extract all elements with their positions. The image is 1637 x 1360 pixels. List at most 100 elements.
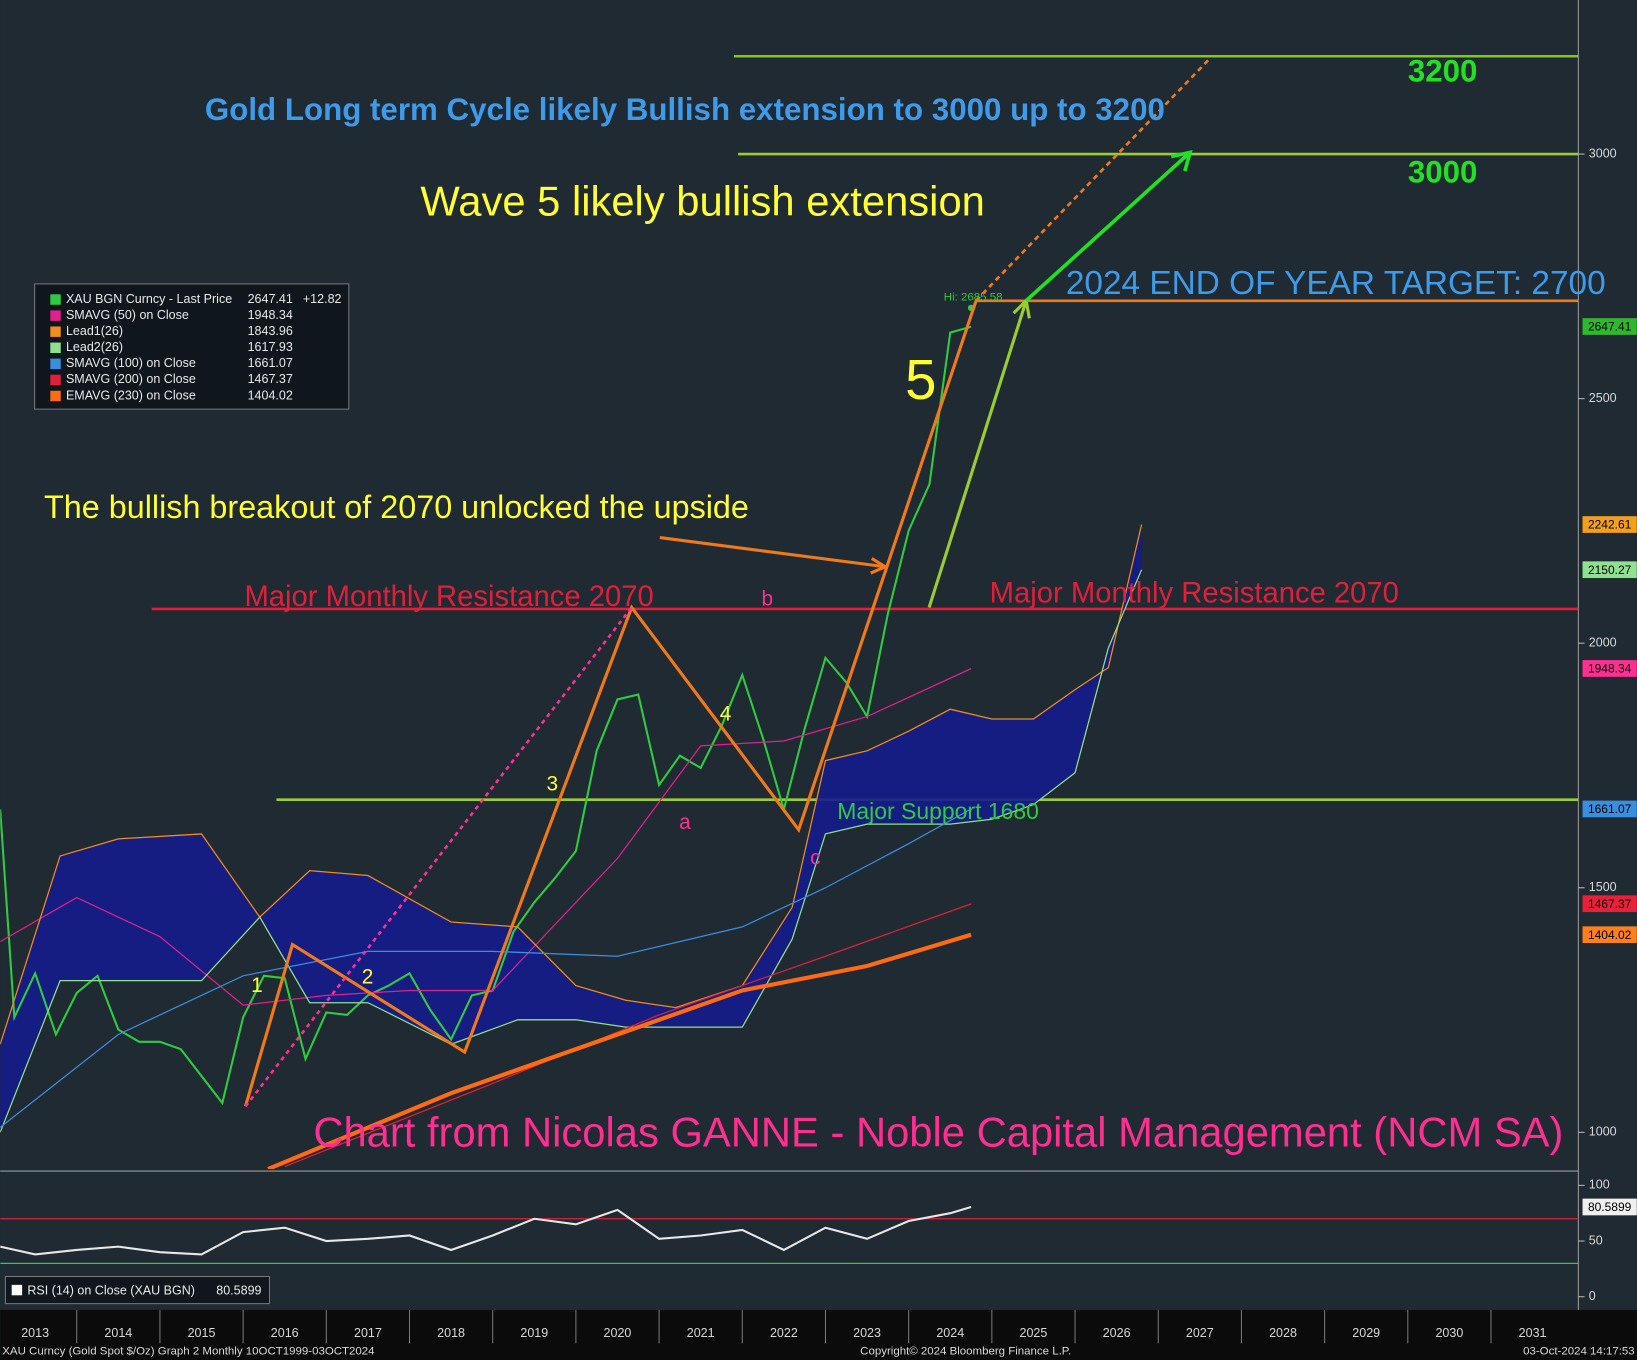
series-line [0, 808, 972, 1128]
annotation: Major Monthly Resistance 2070 [990, 578, 1399, 610]
x-tick-label: 2015 [188, 1326, 216, 1340]
chart-title: Gold Long term Cycle likely Bullish exte… [205, 92, 1165, 127]
wave-label: 3 [547, 772, 559, 795]
legend-label: SMAVG (200) on Close [66, 372, 196, 386]
legend-swatch [50, 310, 61, 321]
footer-center: Copyright© 2024 Bloomberg Finance L.P. [860, 1346, 1071, 1358]
price-tag-label: 1661.07 [1588, 802, 1632, 816]
x-tick-label: 2030 [1435, 1326, 1463, 1340]
legend-value: 1843.96 [248, 324, 293, 338]
wave-label: 4 [720, 702, 732, 725]
annotation: Chart from Nicolas GANNE - Noble Capital… [313, 1109, 1563, 1156]
wave-label: a [679, 811, 691, 834]
y-tick-label: 1500 [1589, 880, 1617, 894]
series-line [0, 325, 972, 1106]
y-tick-label: 3000 [1589, 146, 1617, 160]
legend-value: 1467.37 [248, 372, 293, 386]
price-tag-label: 1467.37 [1588, 897, 1632, 911]
y-tick-label: 1000 [1589, 1125, 1617, 1139]
wave-label: 5 [905, 348, 936, 411]
series-line [0, 569, 1143, 1133]
legend-swatch [50, 294, 61, 305]
pointer-arrow [659, 535, 886, 569]
x-tick-label: 2013 [21, 1326, 49, 1340]
y-tick-label: 100 [1589, 1178, 1610, 1192]
legend-box [34, 283, 350, 410]
x-tick-label: 2016 [271, 1326, 299, 1340]
wave-label: 1 [251, 974, 263, 997]
x-tick-label: 2018 [437, 1326, 465, 1340]
legend-label: SMAVG (100) on Close [66, 356, 196, 370]
high-label: Hi: 2685.58 [944, 291, 1003, 303]
series-line [0, 524, 1143, 1045]
level-label: 3000 [1408, 155, 1478, 190]
footer-right: 03-Oct-2024 14:17:53 [1523, 1346, 1635, 1358]
x-tick-label: 2014 [104, 1326, 132, 1340]
legend-swatch [50, 374, 61, 386]
y-tick-label: 2500 [1589, 391, 1617, 405]
rsi-plot [0, 1205, 1579, 1264]
price-tag-label: 1948.34 [1588, 662, 1632, 676]
wave-label: c [810, 847, 820, 870]
x-tick-label: 2028 [1269, 1326, 1297, 1340]
legend-swatch [50, 326, 61, 337]
cloud [0, 524, 1142, 1133]
price-tag-label: 2150.27 [1588, 563, 1632, 577]
footer-left: XAU Curncy (Gold Spot $/Oz) Graph 2 Mont… [2, 1346, 375, 1358]
y-tick-label: 50 [1589, 1233, 1603, 1247]
price-tag [1582, 926, 1637, 944]
price-tag-label: 1404.02 [1588, 928, 1632, 942]
annotation: 2024 END OF YEAR TARGET: 2700 [1066, 265, 1606, 302]
x-tick-label: 2022 [770, 1326, 798, 1340]
legend-swatch [50, 390, 61, 402]
y-tick-label: 2000 [1589, 636, 1617, 650]
y-tick-label: 0 [1589, 1289, 1596, 1303]
legend-swatch [50, 342, 61, 353]
price-tag [1582, 1198, 1637, 1216]
legend-label: Lead1(26) [66, 324, 123, 338]
x-tick-label: 2024 [936, 1326, 964, 1340]
legend-value: 1948.34 [248, 308, 293, 322]
series-line [0, 668, 972, 1006]
legend-label: RSI (14) on Close (XAU BGN) [27, 1283, 195, 1297]
legend-value: 1404.02 [248, 388, 293, 402]
price-tag [1582, 895, 1637, 913]
price-tag [1582, 318, 1637, 335]
price-tag [1582, 516, 1637, 533]
main-plot [0, 54, 1579, 1169]
price-tag-label: 2647.41 [1588, 320, 1632, 334]
level-label: 3200 [1408, 53, 1478, 88]
price-tag [1582, 660, 1637, 677]
legend-value: 1661.07 [248, 356, 293, 370]
x-tick-label: 2017 [354, 1326, 382, 1340]
x-tick-label: 2020 [604, 1326, 632, 1340]
price-tag [1582, 800, 1637, 818]
series-line [0, 1205, 972, 1256]
annotation: Major Support 1680 [837, 798, 1039, 824]
series-line [267, 932, 972, 1169]
legend-label: EMAVG (230) on Close [66, 388, 196, 402]
legend-swatch [50, 358, 61, 370]
target-arrow [1024, 151, 1192, 302]
legend-label: SMAVG (50) on Close [66, 308, 189, 322]
legend-value: 1617.93 [248, 340, 293, 354]
legend-change: +12.82 [303, 292, 342, 306]
legend-label: Lead2(26) [66, 340, 123, 354]
annotation: Wave 5 likely bullish extension [420, 178, 984, 225]
x-tick-label: 2023 [853, 1326, 881, 1340]
x-tick-label: 2029 [1352, 1326, 1380, 1340]
price-tag [1582, 561, 1637, 579]
wave-path [243, 300, 978, 1107]
x-tick-label: 2025 [1020, 1326, 1048, 1340]
x-tick-label: 2021 [687, 1326, 715, 1340]
overlay: Gold Long term Cycle likely Bullish exte… [2, 53, 1637, 1358]
price-tag-label: 2242.61 [1588, 518, 1632, 532]
arrow-head [870, 557, 889, 575]
legend-label: XAU BGN Curncy - Last Price [66, 292, 232, 306]
x-tick-label: 2031 [1519, 1326, 1547, 1340]
legend-value: 2647.41 [248, 292, 293, 306]
x-tick-label: 2019 [520, 1326, 548, 1340]
x-axis-band [0, 1309, 1637, 1360]
